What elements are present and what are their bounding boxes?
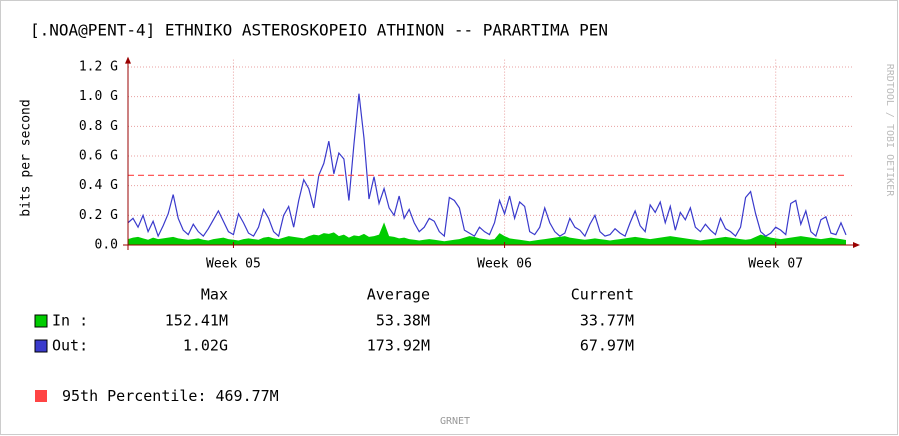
x-tick-label: Week 05 [206,257,261,272]
legend-stat: 33.77M [580,312,634,330]
chart-title: [.NOA@PENT-4] ETHNIKO ASTEROSKOPEIO ATHI… [30,21,608,40]
legend-label: In : [52,312,88,330]
x-tick-label: Week 07 [748,257,803,272]
legend-stat: 173.92M [367,337,430,355]
y-axis-arrow [125,56,131,64]
line [127,93,847,238]
y-tick-label: 0.8 G [79,119,118,134]
area [128,222,846,245]
legend-swatch [35,390,47,402]
y-tick-label: 1.0 G [79,89,118,104]
footer: GRNET [440,416,470,427]
y-axis-label: bits per second [19,99,34,216]
y-tick-label: 0.0 [95,238,118,253]
legend-stat: 1.02G [183,337,228,355]
percentile-value: 469.77M [216,387,279,405]
watermark: RRDTOOL / TOBI OETIKER [884,64,895,197]
x-tick-label: Week 06 [477,257,532,272]
x-axis-arrow [853,242,860,248]
legend-header: Current [571,286,634,304]
legend-label: Out: [52,337,88,355]
legend-header: Average [367,286,430,304]
y-tick-label: 0.2 G [79,208,118,223]
legend-swatch [34,314,48,328]
legend-stat: 152.41M [165,312,228,330]
percentile-legend: 95th Percentile: 469.77M [62,387,279,405]
y-tick-label: 1.2 G [79,60,118,75]
legend-stat: 67.97M [580,337,634,355]
y-tick-label: 0.6 G [79,149,118,164]
legend-header: Max [201,286,228,304]
y-tick-label: 0.4 G [79,178,118,193]
legend-swatch [34,339,48,353]
legend-stat: 53.38M [376,312,430,330]
percentile-name: 95th Percentile: [62,387,207,405]
